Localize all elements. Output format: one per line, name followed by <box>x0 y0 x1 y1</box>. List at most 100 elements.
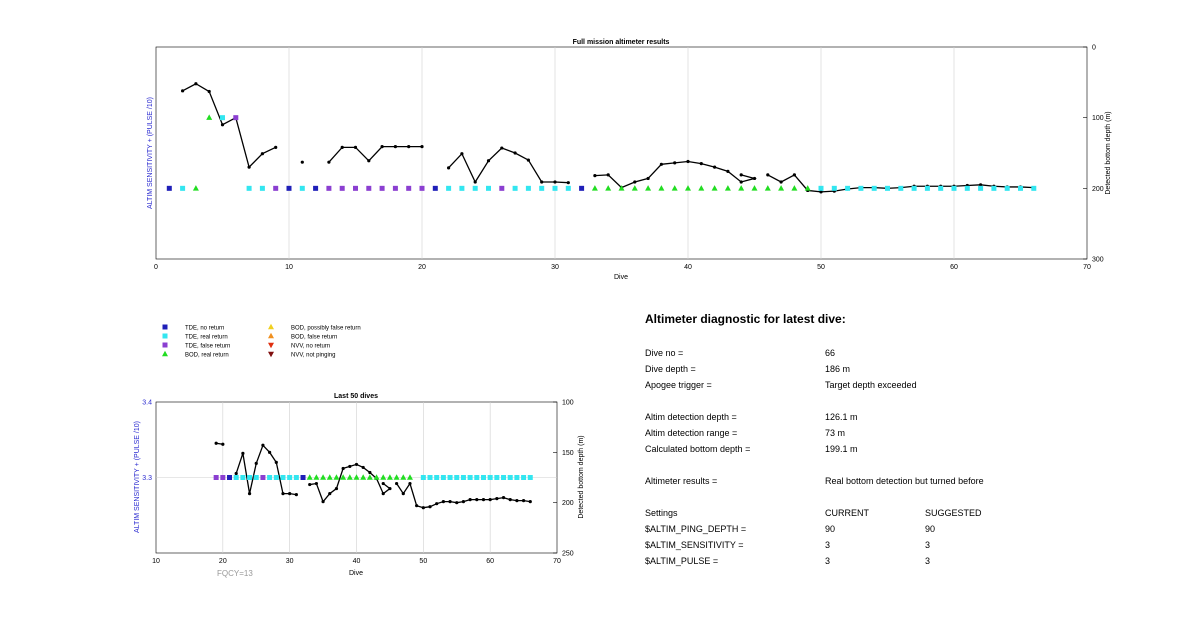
bottom-depth-point <box>314 481 318 486</box>
bottom-marker-square <box>440 475 446 480</box>
top-marker-square <box>991 185 997 191</box>
diagnostic-title: Altimeter diagnostic for latest dive: <box>645 312 846 326</box>
top-marker-square <box>552 185 558 191</box>
calc-bottom-row: Calculated bottom depth = 199.1 m <box>645 444 1165 456</box>
bottom-marker-triangle-up <box>400 474 407 480</box>
bottom-marker-triangle-up <box>320 474 327 480</box>
pulse-suggested: 3 <box>925 556 931 566</box>
top-plot-frame <box>155 46 1088 260</box>
bottom-depth-point <box>488 498 492 502</box>
top-marker-triangle-up <box>685 185 691 191</box>
top-marker-triangle-up <box>206 114 213 120</box>
bottom-marker-triangle-up <box>393 474 400 480</box>
top-depth-point <box>380 145 384 149</box>
top-marker-triangle-up <box>671 185 678 191</box>
bottom-y-right-tick-label: 200 <box>562 500 574 507</box>
bottom-marker-square <box>480 475 486 480</box>
bottom-depth-point <box>381 492 385 496</box>
top-marker-square <box>486 185 491 191</box>
legend-marker <box>268 323 274 330</box>
bottom-x-tick-label: 40 <box>353 558 361 565</box>
ping-depth-suggested: 90 <box>925 524 936 534</box>
last-50-dives-chart: 10 20 30 40 50 60 70 3.4 3.3 100 150 200 250 Last … <box>134 393 585 578</box>
bottom-marker-square <box>420 475 426 480</box>
top-marker-square <box>392 185 398 191</box>
top-marker-triangle-up <box>751 185 758 191</box>
bottom-x-tick-label: 70 <box>553 558 561 565</box>
bottom-depth-point <box>334 486 339 491</box>
bottom-marker-square <box>507 475 513 480</box>
top-marker-square <box>565 185 571 191</box>
bottom-depth-segment <box>235 444 297 496</box>
top-marker-square <box>818 185 824 191</box>
bottom-depth-point <box>294 493 298 497</box>
legend-marker <box>162 324 168 330</box>
bottom-x-tick-label: 10 <box>152 558 160 565</box>
top-depth-point <box>819 190 823 194</box>
bottom-depth-point <box>221 442 225 446</box>
top-x-tick-label: 30 <box>551 264 559 271</box>
top-marker-triangle-up <box>631 185 638 191</box>
full-mission-chart: 0 10 20 30 40 50 60 70 0 100 200 300 Full mission … <box>147 39 1112 281</box>
ping-depth-label: $ALTIM_PING_DEPTH = <box>645 524 747 534</box>
top-marker-square <box>326 185 332 191</box>
bottom-depth-point <box>247 492 252 496</box>
top-marker-square <box>1031 185 1037 191</box>
bottom-marker-square <box>267 475 273 480</box>
top-depth-point <box>646 176 650 181</box>
top-depth-point <box>340 145 344 149</box>
bottom-depth-point <box>381 481 385 486</box>
fqcy-annotation: FQCY=13 <box>217 569 253 578</box>
bottom-marker-triangle-up <box>353 474 360 480</box>
bottom-marker-triangle-up <box>373 474 380 480</box>
pulse-current: 3 <box>825 556 831 566</box>
bottom-y-left-tick-label: 3.3 <box>142 475 152 482</box>
bottom-depth-point <box>261 443 265 447</box>
top-marker-square <box>911 185 917 191</box>
top-marker-square <box>472 185 478 191</box>
top-depth-point <box>367 159 371 163</box>
bottom-marker-triangle-up <box>306 474 313 480</box>
top-depth-point <box>220 123 225 127</box>
top-marker-square <box>924 185 930 191</box>
legend-marker <box>162 342 168 348</box>
top-chart-title: Full mission altimeter results <box>573 39 670 46</box>
bottom-depth-point <box>501 496 506 500</box>
bottom-x-tick-label: 30 <box>286 558 294 565</box>
bottom-depth-point <box>254 461 258 466</box>
bottom-marker-square <box>487 475 493 480</box>
top-depth-point <box>673 161 677 165</box>
bottom-marker-triangle-up <box>386 474 393 480</box>
pulse-row: $ALTIM_PULSE = 3 3 <box>645 556 1165 568</box>
dive-depth-value: 186 m <box>825 364 851 374</box>
bottom-marker-square <box>253 475 259 480</box>
bottom-marker-square <box>521 475 527 480</box>
top-marker-square <box>299 185 305 191</box>
top-marker-square <box>964 185 970 191</box>
top-marker-triangle-up <box>738 185 745 191</box>
top-depth-point <box>526 158 531 162</box>
bottom-marker-square <box>494 475 500 480</box>
bottom-depth-point <box>268 450 272 454</box>
top-depth-point <box>659 162 664 166</box>
bottom-y-left-tick-label: 3.4 <box>142 400 152 407</box>
apogee-value: Target depth exceeded <box>825 380 917 390</box>
bottom-marker-square <box>220 475 226 480</box>
bottom-x-tick-label: 60 <box>486 558 494 565</box>
bottom-depth-point <box>214 441 218 445</box>
top-depth-point <box>553 180 557 184</box>
top-marker-square <box>512 185 518 191</box>
top-marker-square <box>938 185 944 191</box>
bottom-depth-point <box>288 492 292 496</box>
top-marker-triangle-up <box>645 185 652 191</box>
bottom-depth-point <box>241 451 245 455</box>
top-marker-square <box>259 185 265 191</box>
bottom-y-right-tick-label: 150 <box>562 450 574 457</box>
top-depth-point <box>181 89 185 93</box>
legend-label: NVV, not pinging <box>291 353 335 359</box>
top-depth-point <box>540 180 544 184</box>
bottom-chart-title: Last 50 dives <box>334 393 378 400</box>
bottom-depth-point <box>234 471 238 476</box>
top-depth-point <box>792 173 797 177</box>
